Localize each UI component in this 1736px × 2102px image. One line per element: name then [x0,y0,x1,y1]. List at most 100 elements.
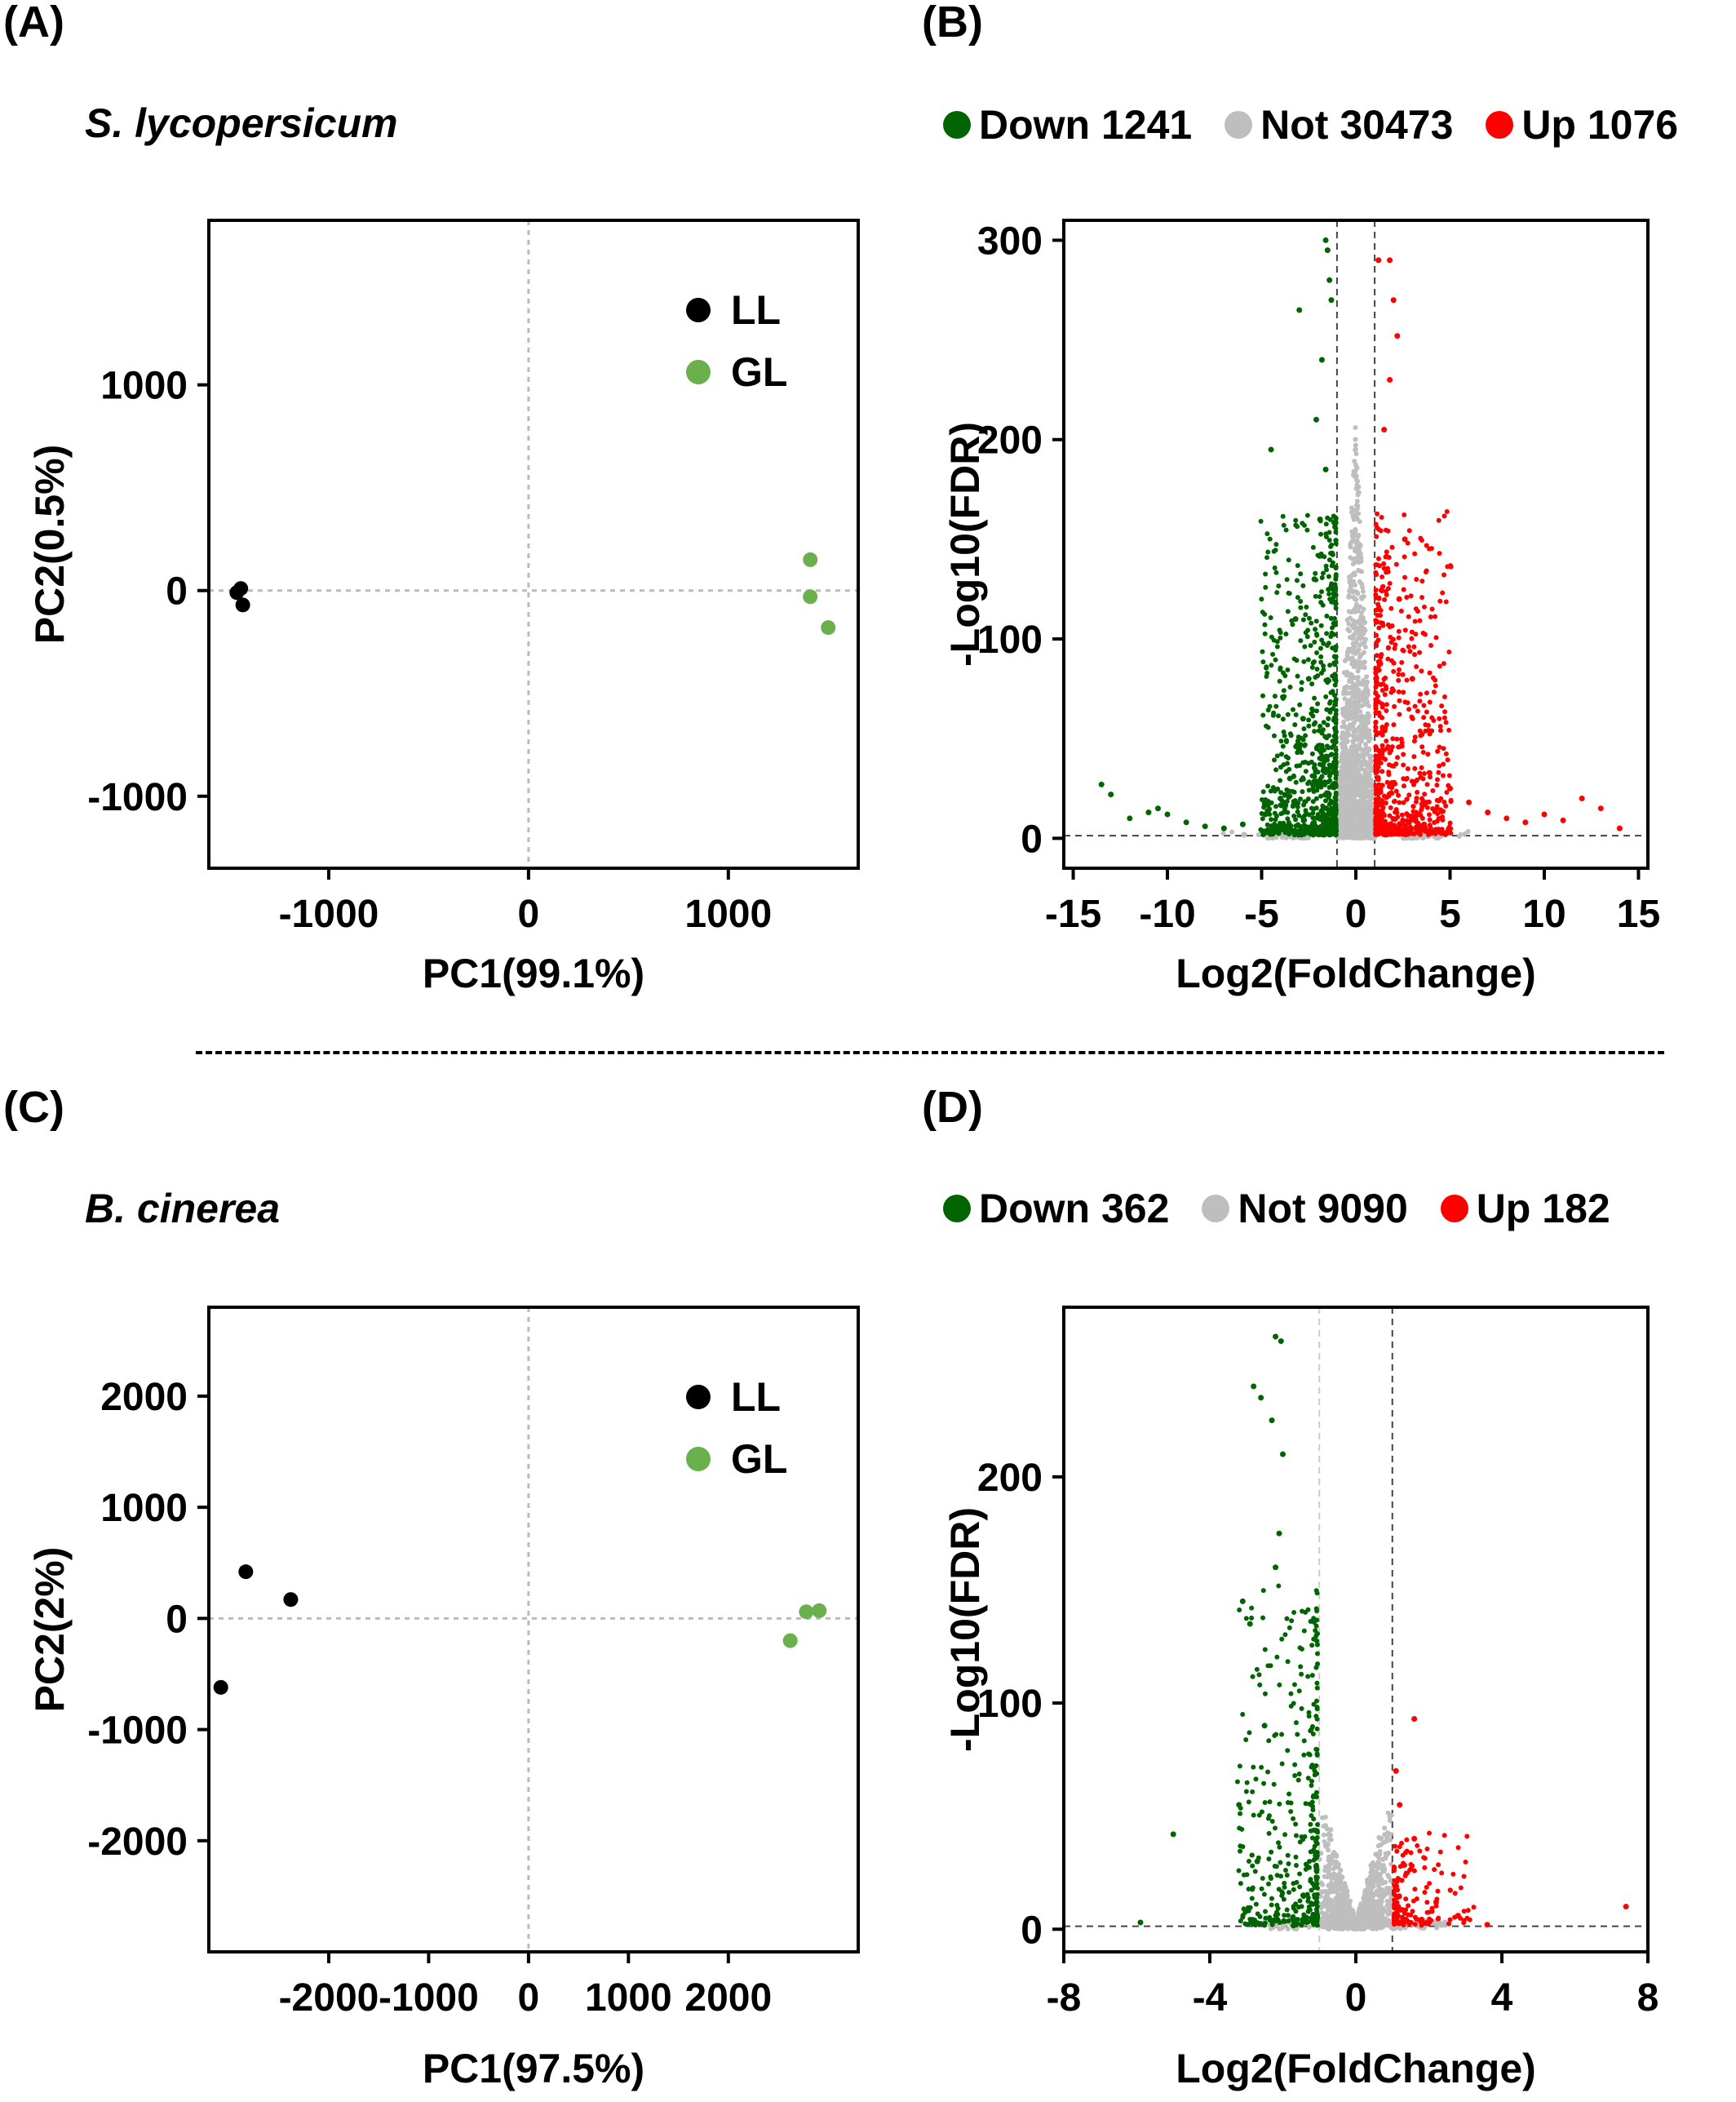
chart-b-point-down [1269,663,1274,668]
chart-a-xtick-label: 0 [518,893,540,936]
chart-b-point-not [1367,780,1373,786]
chart-b-point-down [1262,811,1269,818]
chart-d-point-not [1326,1847,1331,1853]
chart-b-point-down [1283,632,1289,637]
chart-b-point-down [1271,710,1277,716]
chart-b-point-not [1341,712,1347,718]
chart-b-point-up [1422,632,1428,637]
chart-b-point-up [1398,608,1404,614]
chart-b-point-up [1379,514,1384,520]
chart-b-point-up [1391,660,1397,666]
chart-b-point-not [1347,707,1353,712]
chart-b-point-up [1429,606,1435,612]
chart-b-point-down [1310,544,1316,550]
chart-b-point-up [1443,751,1449,756]
chart-b-point-up [1381,427,1388,433]
chart-c-point-gl-2 [782,1633,798,1648]
chart-b-point-down [1267,703,1273,709]
chart-b-point-down [1323,531,1329,537]
chart-b-point-not [1368,755,1374,761]
chart-b-point-up [1380,688,1385,694]
chart-b-point-down [1283,527,1289,533]
chart-b-point-up [1391,782,1397,787]
chart-b-point-not [1462,831,1468,836]
chart-b-point-up [1415,777,1420,783]
chart-b-point-up [1444,508,1450,514]
chart-b-point-up [1403,828,1409,834]
chart-b-point-up [1375,607,1380,613]
chart-b-point-down [1278,630,1283,636]
chart-b-point-not [1362,636,1368,642]
chart-b-point-up [1437,663,1442,669]
chart-b-point-down [1258,827,1264,832]
chart-b-point-not [1359,664,1365,670]
chart-b-point-down [1327,810,1333,816]
chart-b-point-down [1202,823,1208,830]
chart-b-point-down [1270,831,1276,837]
chart-b-point-not [1345,703,1351,708]
chart-b-point-not [1350,513,1356,519]
chart-b-point-not [1220,831,1226,836]
chart-b-point-not [1362,783,1367,788]
chart-b-point-not [1353,462,1358,468]
chart-b-point-up [1406,614,1411,619]
chart-b-point-up [1443,803,1449,809]
chart-b-point-up [1391,799,1397,805]
chart-b-point-not [1354,663,1360,669]
chart-b-point-down [1300,617,1306,623]
chart-b-point-up [1373,810,1379,816]
chart-b-point-not [1352,623,1357,629]
chart-b-point-down [1333,659,1339,665]
chart-b-point-up [1404,818,1410,823]
chart-b-point-up [1416,811,1422,817]
chart-b-point-not [1349,767,1355,773]
chart-b-point-down [1309,773,1315,778]
chart-b-point-not [1358,831,1364,836]
chart-c-legend-swatch-ll [686,1385,711,1409]
chart-b-point-not [1357,709,1363,715]
chart-b-point-down [1326,574,1331,579]
chart-b-point-up [1418,733,1424,738]
chart-b-point-not [1352,459,1357,464]
chart-b-point-not [1357,553,1362,559]
chart-b-point-down [1264,674,1269,680]
chart-b-point-down [1312,639,1318,645]
chart-b-point-up [1387,783,1393,789]
chart-b-point-down [1263,571,1269,577]
chart-b-point-down [1322,554,1327,560]
chart-b-point-down [1301,829,1307,835]
chart-b-ytick-label: 0 [1021,818,1043,861]
chart-b-point-down [1260,649,1265,654]
chart-b-point-not [1366,703,1372,709]
chart-b-point-up [1385,528,1391,534]
chart-b-point-down [1319,743,1325,748]
chart-b-point-up [1423,825,1428,831]
chart-b-point-down [1333,752,1339,757]
chart-b-point-up [1420,749,1426,755]
chart-b-point-up [1437,716,1442,721]
chart-b-point-down [1285,667,1291,672]
chart-b-point-up [1373,700,1379,706]
chart-c-legend-label-gl: GL [731,1436,787,1482]
chart-b-xtick-label: -5 [1244,893,1279,936]
chart-b-point-not [1350,778,1356,783]
chart-b-point-down [1276,713,1282,719]
chart-b-point-down [1322,237,1329,243]
chart-b-point-up [1403,776,1409,782]
chart-b-point-not [1349,672,1355,677]
chart-b-point-down [1331,785,1337,791]
chart-b-point-down [1284,827,1290,832]
chart-d-point-not [1375,1843,1381,1849]
chart-b-point-not [1366,773,1372,778]
chart-b-point-up [1413,799,1419,805]
chart-b-point-not [1360,754,1366,760]
chart-b-point-not [1346,609,1352,614]
chart-b-point-down [1296,307,1303,313]
chart-b-point-down [1311,765,1317,770]
chart-b-point-not [1339,792,1344,798]
chart-b-point-up [1442,513,1447,519]
chart-b-point-up [1442,709,1448,715]
chart-b-point-up [1423,722,1428,728]
chart-b-point-up [1384,549,1389,555]
